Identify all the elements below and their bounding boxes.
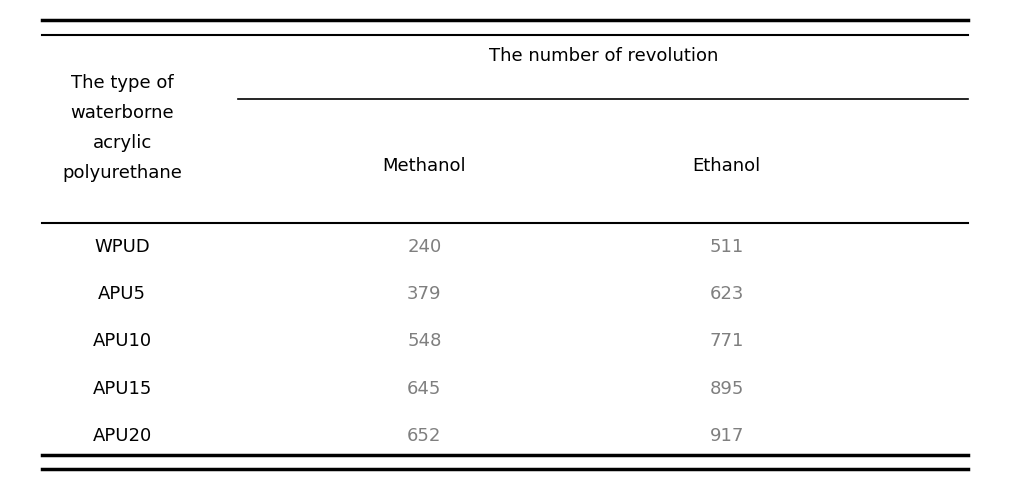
Text: 771: 771 [709, 333, 743, 350]
Text: APU10: APU10 [93, 333, 152, 350]
Text: Ethanol: Ethanol [693, 157, 761, 175]
Text: 379: 379 [407, 285, 441, 303]
Text: 511: 511 [709, 238, 743, 256]
Text: 645: 645 [407, 380, 441, 397]
Text: APU20: APU20 [93, 427, 152, 444]
Text: APU15: APU15 [93, 380, 152, 397]
Text: The type of
waterborne
acrylic
polyurethane: The type of waterborne acrylic polyureth… [63, 74, 182, 182]
Text: 895: 895 [709, 380, 743, 397]
Text: Methanol: Methanol [383, 157, 467, 175]
Text: 917: 917 [709, 427, 743, 444]
Text: 240: 240 [407, 238, 441, 256]
Text: 652: 652 [407, 427, 441, 444]
Text: 623: 623 [709, 285, 743, 303]
Text: APU5: APU5 [98, 285, 146, 303]
Text: The number of revolution: The number of revolution [489, 47, 718, 65]
Text: 548: 548 [407, 333, 441, 350]
Text: WPUD: WPUD [94, 238, 150, 256]
